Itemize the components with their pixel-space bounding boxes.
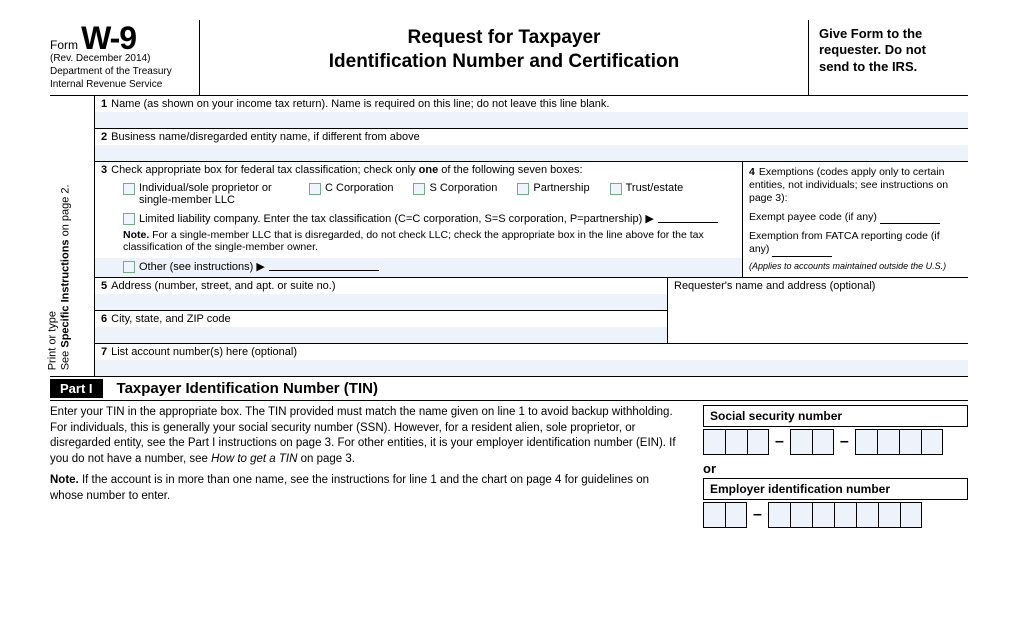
line-7-input[interactable]	[95, 360, 968, 376]
other-label: Other (see instructions) ▶	[139, 260, 265, 273]
line-7: 7List account number(s) here (optional)	[95, 344, 968, 376]
line-5-input[interactable]	[95, 294, 667, 310]
other-input[interactable]	[269, 261, 379, 271]
line-2-label: Business name/disregarded entity name, i…	[111, 131, 420, 143]
form-code: W-9	[81, 24, 136, 53]
line-6-input[interactable]	[95, 327, 667, 343]
vtab-line-1: Print or type	[47, 184, 60, 370]
tin-section: Enter your TIN in the appropriate box. T…	[50, 405, 968, 528]
checkbox-scorp[interactable]: S Corporation	[413, 182, 497, 195]
checkbox-llc[interactable]	[123, 212, 135, 225]
line-3: 3Check appropriate box for federal tax c…	[95, 162, 743, 277]
checkbox-ccorp[interactable]: C Corporation	[309, 182, 393, 195]
line-7-label: List account number(s) here (optional)	[111, 346, 297, 358]
line-4-exemptions: 4Exemptions (codes apply only to certain…	[743, 162, 968, 277]
exempt-payee-input[interactable]	[880, 214, 940, 224]
part-1-header: Part I Taxpayer Identification Number (T…	[50, 376, 968, 401]
ein-boxes[interactable]: –	[703, 502, 968, 528]
checkbox-individual[interactable]: Individual/sole proprietor or single-mem…	[123, 182, 289, 206]
dept-line-1: Department of the Treasury	[50, 66, 191, 78]
line-6-label: City, state, and ZIP code	[111, 313, 230, 325]
title-line-1: Request for Taxpayer	[212, 26, 796, 50]
llc-classification-input[interactable]	[658, 213, 718, 223]
line-2-input[interactable]	[95, 145, 968, 161]
title-line-2: Identification Number and Certification	[212, 50, 796, 74]
part-1-badge: Part I	[50, 379, 103, 398]
checkbox-trust[interactable]: Trust/estate	[610, 182, 684, 195]
main-fields-section: Print or type See Specific Instructions …	[50, 96, 968, 376]
header-center: Request for Taxpayer Identification Numb…	[200, 20, 808, 95]
llc-label: Limited liability company. Enter the tax…	[139, 212, 654, 225]
form-header: Form W-9 (Rev. December 2014) Department…	[50, 20, 968, 96]
ssn-label: Social security number	[703, 405, 968, 427]
line-3-4-row: 3Check appropriate box for federal tax c…	[95, 162, 968, 278]
line-1-input[interactable]	[95, 112, 968, 128]
line-5-label: Address (number, street, and apt. or sui…	[111, 280, 335, 292]
ein-label: Employer identification number	[703, 478, 968, 500]
form-prefix: Form	[50, 38, 78, 52]
tin-instructions: Enter your TIN in the appropriate box. T…	[50, 405, 685, 528]
line-3-note: Note. For a single-member LLC that is di…	[95, 227, 742, 258]
header-right-note: Give Form to the requester. Do not send …	[808, 20, 968, 95]
header-left: Form W-9 (Rev. December 2014) Department…	[50, 20, 200, 95]
vertical-tab: Print or type See Specific Instructions …	[50, 96, 95, 376]
checkbox-other[interactable]	[123, 260, 135, 273]
revision-line: (Rev. December 2014)	[50, 53, 191, 64]
fatca-note: (Applies to accounts maintained outside …	[749, 261, 962, 272]
checkbox-partnership[interactable]: Partnership	[517, 182, 589, 195]
requester-box[interactable]: Requester's name and address (optional)	[668, 278, 968, 343]
part-1-title: Taxpayer Identification Number (TIN)	[117, 380, 378, 397]
line-2: 2Business name/disregarded entity name, …	[95, 129, 968, 162]
vtab-line-2: See Specific Instructions on page 2.	[59, 184, 72, 370]
dept-line-2: Internal Revenue Service	[50, 79, 191, 91]
line-1: 1Name (as shown on your income tax retur…	[95, 96, 968, 129]
line-1-label: Name (as shown on your income tax return…	[111, 98, 609, 110]
line-5-row: 5Address (number, street, and apt. or su…	[95, 278, 968, 344]
ssn-boxes[interactable]: – –	[703, 429, 968, 455]
or-divider: or	[703, 461, 968, 476]
exempt-fatca-input[interactable]	[772, 247, 832, 257]
